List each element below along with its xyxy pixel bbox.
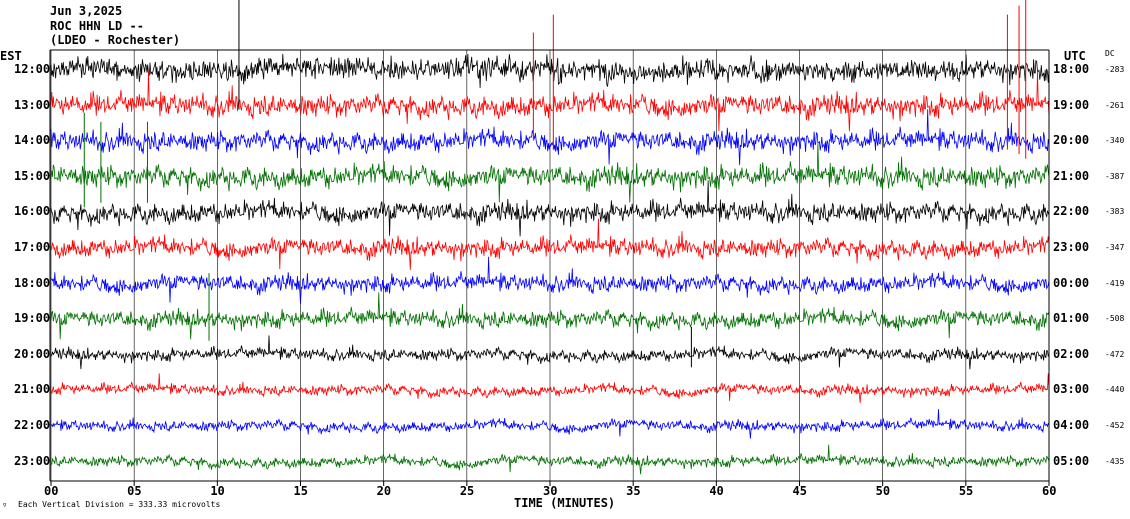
trace-line-1400	[50, 109, 1050, 166]
est-hour-label: 17:00	[14, 240, 51, 254]
dc-value: -283	[1105, 65, 1125, 74]
x-tick-label: 15	[293, 484, 308, 498]
est-hour-label: 23:00	[14, 453, 51, 468]
trace-line-1900	[50, 292, 1050, 340]
utc-hour-label: 02:00	[1053, 346, 1090, 361]
x-tick-label: 05	[127, 484, 142, 498]
dc-label: DC	[1105, 49, 1115, 58]
est-hour-label: 18:00	[14, 275, 51, 290]
plot-frame	[49, 49, 1050, 486]
utc-hour-label: 03:00	[1053, 382, 1090, 397]
est-hour-label: 21:00	[14, 382, 51, 397]
x-tick-label: 10	[210, 484, 225, 498]
trace-line-1300	[50, 71, 1050, 132]
utc-hour-label: 19:00	[1053, 97, 1090, 112]
x-tick-label: 35	[626, 484, 641, 498]
header-station: ROC HHN LD --	[50, 19, 144, 33]
dc-value: -261	[1105, 100, 1125, 110]
trace-line-1800	[50, 256, 1050, 304]
utc-hour-label: 04:00	[1053, 418, 1090, 432]
x-tick-label: 50	[875, 484, 891, 498]
utc-label: UTC	[1064, 49, 1086, 63]
est-hour-label: 14:00	[14, 133, 51, 148]
trace-line-2200	[50, 409, 1050, 439]
utc-hour-label: 00:00	[1053, 275, 1090, 290]
x-tick-label: 60	[1042, 484, 1057, 498]
utc-hour-label: 01:00	[1053, 311, 1090, 326]
dc-value: -340	[1105, 136, 1125, 146]
utc-hour-label: 22:00	[1053, 204, 1090, 219]
x-tick-label: 00	[44, 484, 59, 498]
x-tick-label: 55	[958, 484, 974, 498]
est-hour-label: 19:00	[14, 311, 51, 326]
est-hour-label: 22:00	[14, 418, 51, 432]
est-hour-label: 13:00	[14, 97, 51, 112]
x-tick-label: 30	[543, 484, 558, 498]
trace-line-1600	[50, 180, 1050, 237]
utc-hour-label: 20:00	[1053, 133, 1090, 148]
x-tick-label: 45	[792, 484, 807, 498]
est-label: EST	[0, 49, 22, 63]
est-hour-label: 20:00	[14, 346, 51, 361]
dc-value: -435	[1105, 456, 1125, 466]
x-tick-label: 20	[376, 484, 392, 498]
est-hour-label: 12:00	[14, 62, 51, 76]
dc-value: -347	[1105, 243, 1125, 252]
utc-hour-label: 05:00	[1053, 453, 1090, 468]
dc-value: -440	[1105, 385, 1125, 395]
seismic-traces	[50, 0, 1050, 475]
utc-hour-label: 23:00	[1053, 240, 1090, 254]
trace-line-1500	[50, 142, 1050, 203]
dc-value: -452	[1105, 421, 1125, 430]
x-tick-label: 40	[709, 484, 724, 498]
dc-value: -419	[1105, 278, 1125, 288]
trace-line-2000	[50, 335, 1049, 370]
header-date: Jun 3,2025	[50, 4, 123, 18]
utc-hour-label: 21:00	[1053, 168, 1090, 183]
est-hour-label: 16:00	[14, 204, 51, 219]
header-network: (LDEO - Rochester)	[50, 33, 181, 47]
est-hour-label: 15:00	[14, 168, 51, 183]
x-axis-title: TIME (MINUTES)	[514, 496, 616, 510]
scale-note: Each Vertical Division = 333.33 microvol…	[18, 500, 221, 509]
minute-grid	[50, 50, 1050, 481]
x-tick-label: 25	[459, 484, 475, 498]
dc-value: -508	[1105, 314, 1125, 324]
trace-line-1200	[50, 53, 1050, 89]
utc-hour-label: 18:00	[1053, 62, 1090, 76]
dc-value: -383	[1105, 207, 1125, 217]
footer-glyph: ᵍ	[2, 501, 7, 510]
trace-line-2300	[50, 444, 1050, 475]
trace-line-1700	[50, 218, 1050, 271]
dc-value: -387	[1105, 171, 1125, 181]
trace-line-2100	[50, 373, 1050, 404]
dc-value: -472	[1105, 349, 1125, 359]
